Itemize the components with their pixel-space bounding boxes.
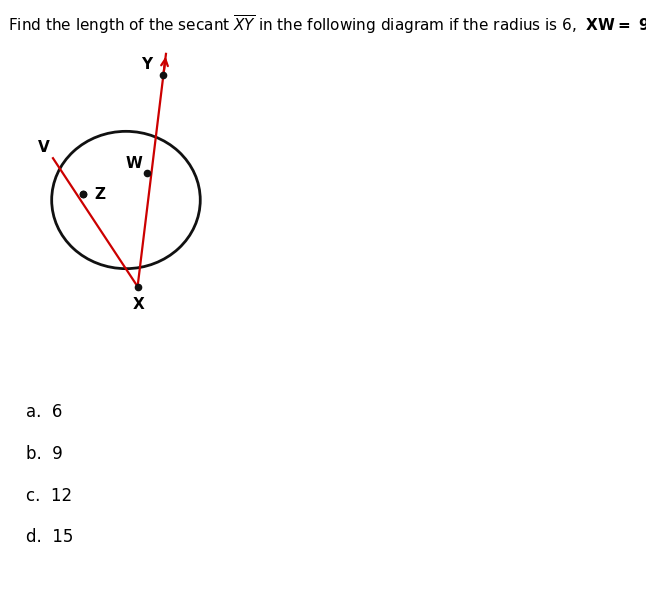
Text: W: W xyxy=(125,156,142,171)
Text: Z: Z xyxy=(94,186,105,202)
Text: a.  6: a. 6 xyxy=(26,403,62,421)
Text: Y: Y xyxy=(141,57,152,72)
Text: Find the length of the secant $\overline{XY}$ in the following diagram if the ra: Find the length of the secant $\overline… xyxy=(8,13,646,36)
Text: V: V xyxy=(38,140,50,155)
Text: c.  12: c. 12 xyxy=(26,487,72,504)
Text: d.  15: d. 15 xyxy=(26,528,73,546)
Text: b.  9: b. 9 xyxy=(26,445,63,463)
Text: X: X xyxy=(133,297,145,312)
